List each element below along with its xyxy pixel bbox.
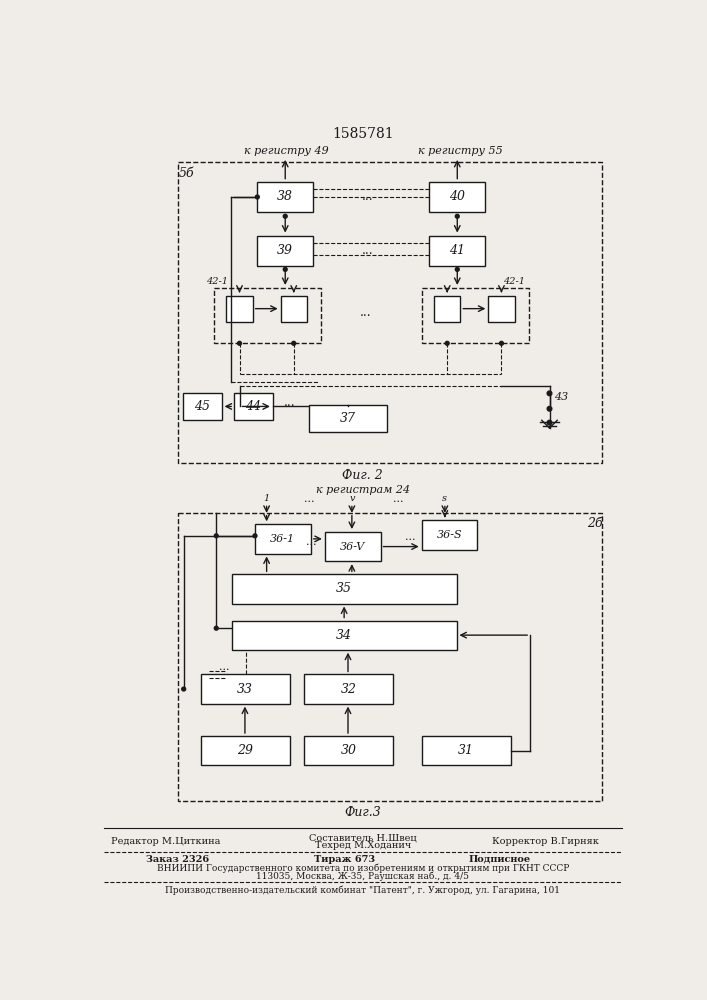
Text: 1: 1 xyxy=(264,494,270,503)
Circle shape xyxy=(182,687,186,691)
Text: Фиг. 2: Фиг. 2 xyxy=(342,469,383,482)
Text: 40: 40 xyxy=(449,190,465,204)
Text: 36-1: 36-1 xyxy=(270,534,296,544)
Bar xyxy=(201,674,290,704)
Circle shape xyxy=(547,420,552,425)
Circle shape xyxy=(547,391,552,396)
Circle shape xyxy=(238,341,241,345)
Bar xyxy=(214,288,321,343)
Bar xyxy=(177,513,602,801)
Bar xyxy=(429,235,485,266)
Text: 44: 44 xyxy=(245,400,262,413)
Text: 31: 31 xyxy=(458,744,474,757)
Bar xyxy=(429,182,485,212)
Text: 39: 39 xyxy=(277,244,293,257)
Bar xyxy=(183,393,222,420)
Text: ...: ... xyxy=(361,190,373,204)
Bar xyxy=(325,532,380,561)
Text: 35: 35 xyxy=(336,582,352,595)
Text: 36-V: 36-V xyxy=(340,542,366,552)
Text: Корректор В.Гирняк: Корректор В.Гирняк xyxy=(492,837,599,846)
Text: 5б: 5б xyxy=(179,167,194,180)
Text: 29: 29 xyxy=(238,744,253,757)
Bar xyxy=(304,736,393,765)
Text: к регистрам 24: к регистрам 24 xyxy=(315,485,410,495)
Circle shape xyxy=(500,341,503,345)
Circle shape xyxy=(284,267,287,271)
Text: к регистру 55: к регистру 55 xyxy=(418,146,503,156)
Text: 37: 37 xyxy=(340,412,356,425)
Circle shape xyxy=(255,195,259,199)
Text: Подписное: Подписное xyxy=(468,855,530,864)
Text: ...: ... xyxy=(218,662,229,672)
Text: Техред М.Ходанич: Техред М.Ходанич xyxy=(315,841,411,850)
Text: 1585781: 1585781 xyxy=(332,127,394,141)
Text: ВНИИПИ Государственного комитета по изобретениям и открытиям при ГКНТ СССР: ВНИИПИ Государственного комитета по изоб… xyxy=(156,864,569,873)
Text: 45: 45 xyxy=(194,400,210,413)
Text: 113035, Москва, Ж-35, Раушская наб., д. 4/5: 113035, Москва, Ж-35, Раушская наб., д. … xyxy=(256,871,469,881)
Bar xyxy=(421,736,510,765)
Text: Производственно-издательский комбинат "Патент", г. Ужгород, ул. Гагарина, 101: Производственно-издательский комбинат "П… xyxy=(165,885,560,895)
Text: ...: ... xyxy=(361,244,373,257)
Bar xyxy=(304,674,393,704)
Bar xyxy=(234,393,273,420)
Text: Заказ 2326: Заказ 2326 xyxy=(146,855,209,864)
Text: 34: 34 xyxy=(336,629,352,642)
Bar xyxy=(489,296,515,322)
Bar xyxy=(281,296,307,322)
Bar xyxy=(421,288,529,343)
Text: 42-1: 42-1 xyxy=(503,277,525,286)
Circle shape xyxy=(547,406,552,411)
Circle shape xyxy=(292,341,296,345)
Text: 2б: 2б xyxy=(587,517,602,530)
Circle shape xyxy=(455,267,460,271)
Text: ...: ... xyxy=(304,494,315,504)
Text: 36-S: 36-S xyxy=(437,530,462,540)
Text: 38: 38 xyxy=(277,190,293,204)
Bar xyxy=(421,520,477,550)
Text: v: v xyxy=(349,494,355,503)
Text: к регистру 49: к регистру 49 xyxy=(244,146,328,156)
Bar xyxy=(232,620,457,650)
Text: Фиг.3: Фиг.3 xyxy=(344,806,381,820)
Bar xyxy=(255,524,311,554)
Text: Составитель Н.Швец: Составитель Н.Швец xyxy=(309,833,416,842)
Circle shape xyxy=(284,214,287,218)
Circle shape xyxy=(253,534,257,538)
Bar xyxy=(177,162,602,463)
Text: ...: ... xyxy=(393,494,404,504)
Text: ...: ... xyxy=(306,537,317,547)
Text: Редактор М.Циткина: Редактор М.Циткина xyxy=(111,837,221,846)
Bar xyxy=(226,296,252,322)
Text: 42-1: 42-1 xyxy=(206,277,228,286)
Text: 30: 30 xyxy=(340,744,356,757)
Text: ...: ... xyxy=(360,306,372,319)
Circle shape xyxy=(455,214,460,218)
Bar xyxy=(309,405,387,432)
Text: 33: 33 xyxy=(238,683,253,696)
Circle shape xyxy=(214,626,218,630)
Text: 32: 32 xyxy=(340,683,356,696)
Bar xyxy=(257,182,313,212)
Bar xyxy=(257,235,313,266)
Text: ...: ... xyxy=(404,532,415,542)
Circle shape xyxy=(214,534,218,538)
Text: 41: 41 xyxy=(449,244,465,257)
Text: 43: 43 xyxy=(554,392,568,402)
Text: ...: ... xyxy=(284,396,296,409)
Bar xyxy=(434,296,460,322)
Text: s: s xyxy=(443,494,448,503)
Bar xyxy=(232,574,457,604)
Text: Тираж 673: Тираж 673 xyxy=(314,855,375,864)
Circle shape xyxy=(445,341,449,345)
Bar xyxy=(201,736,290,765)
